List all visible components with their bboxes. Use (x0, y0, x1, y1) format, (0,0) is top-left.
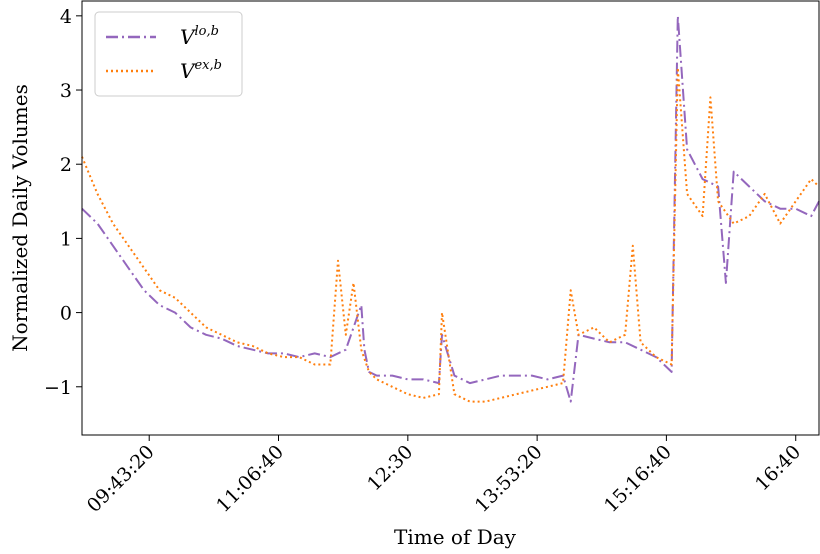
series-line-lo-b (81, 14, 820, 403)
x-tick-label: 15:16:40 (600, 441, 676, 517)
y-tick-label: 3 (60, 80, 72, 102)
series-line-ex-b (81, 66, 820, 403)
legend-label-ex: Vex,b (180, 58, 222, 83)
legend-label-lo: Vlo,b (180, 24, 219, 49)
y-tick-label: 2 (60, 154, 72, 176)
y-axis-label: Normalized Daily Volumes (8, 84, 32, 352)
y-tick-label: −1 (44, 377, 72, 399)
legend-box (94, 11, 243, 97)
y-tick-label: 4 (60, 6, 72, 28)
x-tick-label: 13:53:20 (471, 441, 547, 517)
y-axis: −1 0 1 2 3 4 (44, 6, 82, 399)
x-tick-label: 16:40 (751, 441, 805, 495)
x-tick-label: 11:06:40 (212, 441, 288, 517)
x-axis-label: Time of Day (394, 525, 517, 549)
series-layer (81, 14, 820, 403)
y-tick-label: 1 (60, 228, 72, 250)
x-tick-label: 09:43:20 (83, 441, 159, 517)
legend: Vlo,b Vex,b (94, 11, 243, 97)
plot-frame (81, 0, 820, 436)
y-tick-label: 0 (60, 303, 72, 325)
x-tick-label: 12:30 (363, 441, 417, 495)
x-axis: 09:43:20 11:06:40 12:30 13:53:20 15:16:40 16:… (83, 435, 805, 517)
